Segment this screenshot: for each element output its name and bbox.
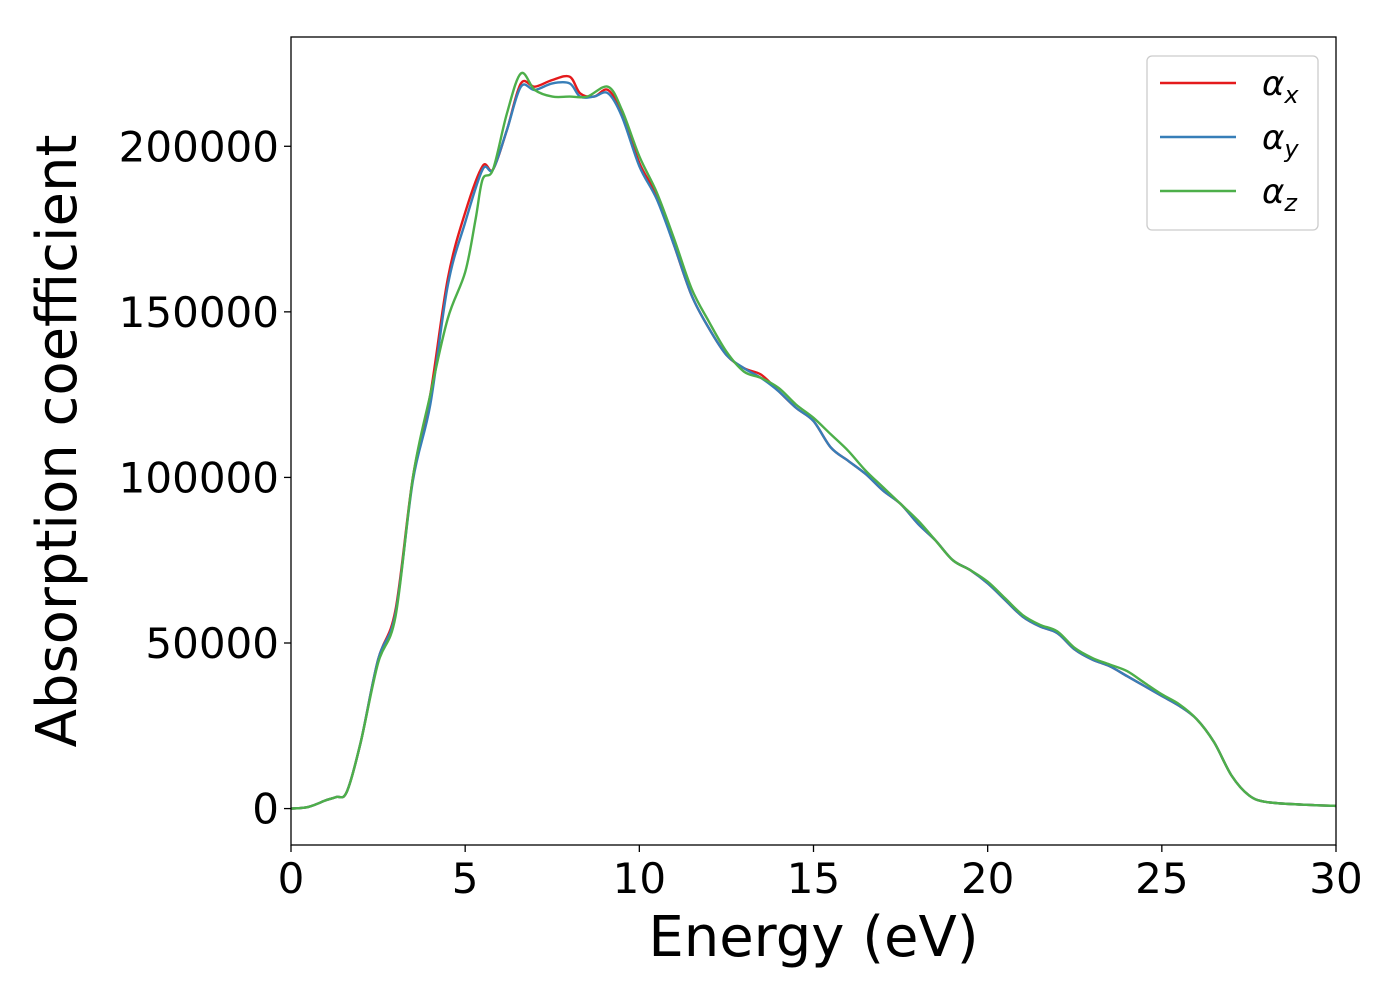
- y-axis-title: Absorption coefficient: [25, 135, 90, 748]
- x-axis-title: Energy (eV): [648, 905, 978, 970]
- x-tick-label: 30: [1309, 854, 1362, 903]
- legend-box: [1146, 55, 1319, 231]
- x-tick-label: 20: [961, 854, 1014, 903]
- y-tick-label: 100000: [119, 453, 279, 502]
- x-axis-ticks: 0 5 10 15 20 25 30: [278, 845, 1363, 903]
- x-tick-label: 25: [1135, 854, 1188, 903]
- x-tick-label: 0: [278, 854, 305, 903]
- y-tick-label: 50000: [145, 619, 279, 668]
- y-axis-ticks: 0 50000 100000 150000 200000: [119, 122, 291, 834]
- series-layer: [290, 71, 1337, 810]
- y-tick-label: 200000: [119, 122, 279, 171]
- x-tick-label: 15: [787, 854, 840, 903]
- x-tick-label: 10: [613, 854, 666, 903]
- x-tick-label: 5: [452, 854, 479, 903]
- y-tick-label: 150000: [119, 288, 279, 337]
- series-line-z: [290, 71, 1337, 810]
- y-tick-label: 0: [252, 785, 279, 834]
